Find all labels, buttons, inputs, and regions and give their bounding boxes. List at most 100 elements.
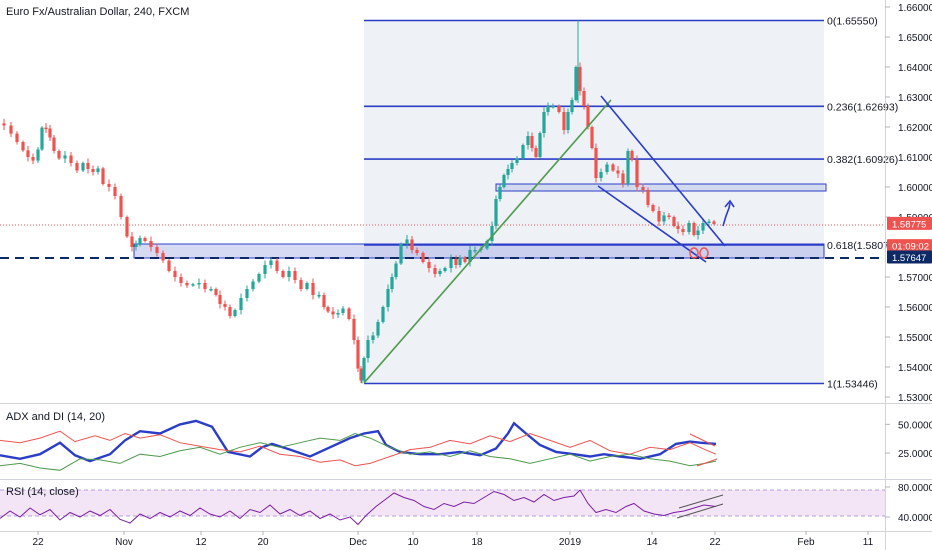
candle-body [521,145,525,159]
adx-axis-label: 25.0000 [898,449,932,460]
resistance-zone-box[interactable] [495,183,827,192]
candle-body [599,172,603,178]
candle-body [322,295,326,307]
fib-level-label: 1(1.53446) [827,379,878,391]
rsi-axis[interactable]: 80.0000 40.0000 [885,483,932,524]
forecast-arrow-head-icon [724,199,735,208]
candle-body [209,289,213,291]
adx-pane-title[interactable]: ADX and DI (14, 20) [6,411,106,423]
rsi-axis-label: 80.0000 [898,483,932,494]
candle-body [326,307,330,312]
adx-axis-label: 50.0000 [898,420,932,431]
time-axis[interactable]: 22 Nov 12 20 Dec 10 18 2019 14 22 Feb 11 [32,531,874,548]
candle-body [31,157,35,161]
candle-body [421,253,425,262]
candle-body [405,239,409,244]
candle-body [570,100,574,112]
fib-level-label: 0.618(1.58070) [827,240,898,252]
candle-body [75,163,79,171]
fib-level-label: 0.236(1.62693) [827,101,898,113]
candle-body [630,151,634,160]
candle-body [57,151,61,159]
price-labels: 1.58775 01:09:021.57647 [887,216,932,264]
candle-body [646,190,650,205]
candle-body [203,283,207,289]
adx-series-line [0,430,717,467]
candle-body [538,133,542,157]
time-axis-label: Nov [115,537,133,548]
wedge-lower-line[interactable] [597,185,707,263]
candle-body [179,277,183,283]
candle-body [510,163,514,169]
candle-body [566,112,570,130]
candle-body [562,112,566,130]
wedge-upper-line[interactable] [600,95,726,247]
candle-body [134,244,138,247]
rsi-axis-label: 40.0000 [898,513,932,524]
symbol-title[interactable]: Euro Fx/Australian Dollar, 240, FXCM [6,6,190,18]
candle-body [687,223,691,232]
fib-level-label: 0(1.65550) [827,16,878,28]
candle-body [228,307,232,316]
bounce-marker-2[interactable] [699,247,709,259]
rsi-pane-title[interactable]: RSI (14, close) [6,486,79,498]
rsi-series-line [0,489,717,526]
candle-body [626,151,630,184]
candle-body [107,184,111,187]
candle-body [534,148,538,157]
price-axis-label: 1.56000 [898,303,932,314]
candle-body [621,173,625,184]
candle-body [81,163,85,171]
candle-body [69,155,73,163]
candle-body [341,308,345,313]
candle-body [119,196,123,217]
candle-body [2,123,6,126]
candle-body [574,67,578,100]
candle-body [299,280,303,289]
candle-body [712,221,716,224]
price-axis-label: 1.65000 [898,33,932,44]
rsi-channel-drawing[interactable] [676,494,724,519]
candle-body [381,307,385,322]
candle-body [515,158,519,163]
time-axis-label: 22 [32,537,44,548]
bounce-marker-1[interactable] [689,247,699,259]
candle-body [449,259,453,268]
price-axis-label: 1.54000 [898,363,932,374]
adx-axis[interactable]: 50.0000 25.0000 [885,420,932,460]
candle-body [458,257,462,265]
candle-body [263,265,267,274]
forecast-arrow[interactable] [722,202,731,227]
candle-body [433,268,437,274]
price-axis[interactable]: 1.66000 1.65000 1.64000 1.63000 1.62000 1.610… [885,3,932,404]
candle-body [331,311,335,315]
candle-body [701,223,705,231]
candle-body [305,283,309,289]
adx-wedge-drawing[interactable] [689,433,718,467]
candle-body [676,226,680,229]
candle-body [86,163,90,169]
candle-body [317,295,321,297]
candle-body [667,215,671,217]
candle-body [551,106,555,108]
fibonacci-levels[interactable]: 0(1.65550) 0.236(1.62693) 0.382(1.60926) 0.… [364,16,898,391]
candle-body [352,319,356,340]
candle-body [526,136,530,145]
price-axis-label: 1.66000 [898,3,932,14]
time-axis-label: 20 [257,537,269,548]
rsi-series [0,489,717,526]
candle-body [173,271,177,277]
uptrend-line[interactable] [363,99,612,384]
candle-body [611,164,615,171]
candle-body [101,168,105,184]
candle-body [473,250,477,252]
candle-body [125,217,129,237]
candle-body [502,175,506,187]
candle-body [376,322,380,336]
candle-body [578,67,582,91]
candle-body [214,289,218,295]
time-axis-label: Feb [797,537,815,548]
candle-body [356,340,360,369]
candle-body [394,263,398,277]
